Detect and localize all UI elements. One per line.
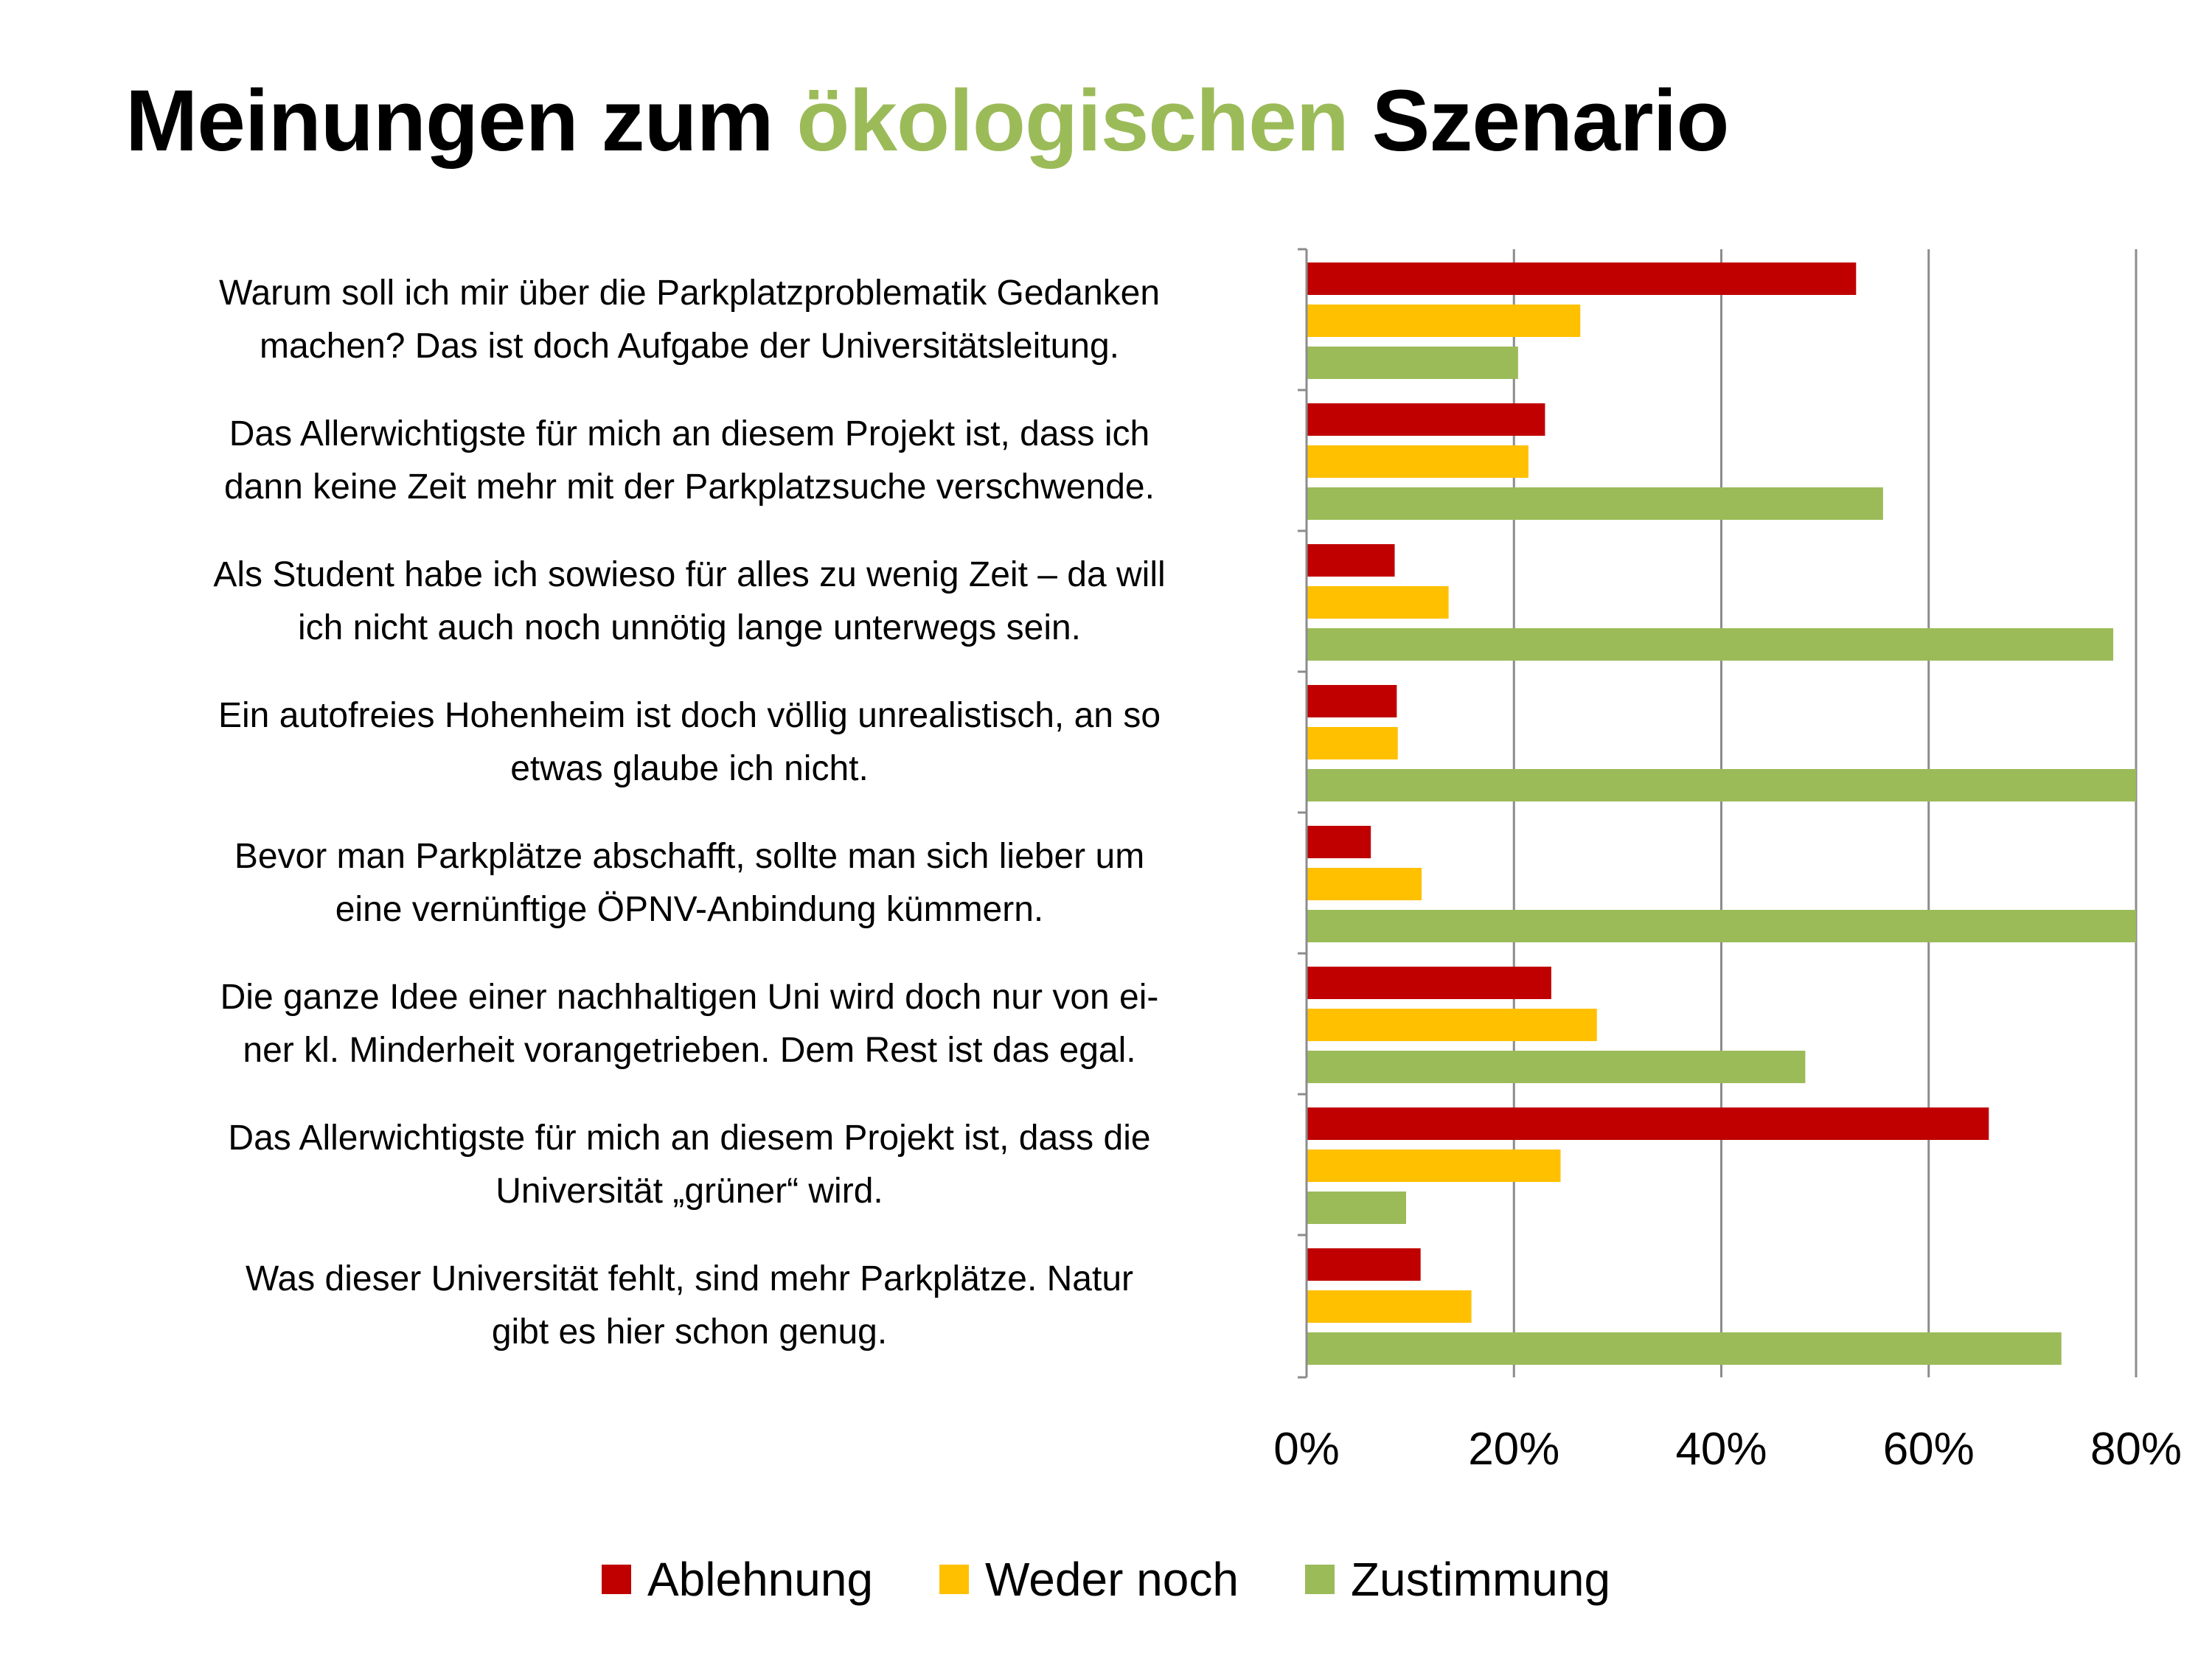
bar-ablehnung [1307,1107,1989,1140]
bar-ablehnung [1307,262,1857,295]
category-label-line: ich nicht auch noch unnötig lange unterw… [297,608,1082,647]
bar-ablehnung [1307,826,1371,858]
bar-zustimmung [1307,628,2114,661]
bar-weder-noch [1307,305,1581,337]
legend-item: Ablehnung [601,1552,874,1607]
category-label-line: Ein autofreies Hohenheim ist doch völlig… [218,696,1161,735]
category-label-line: Warum soll ich mir über die Parkplatzpro… [218,274,1161,313]
bar-weder-noch [1307,727,1398,759]
category-label-line: dann keine Zeit mehr mit der Parkplatzsu… [224,467,1155,507]
category-label-line: Die ganze Idee einer nachhaltigen Uni wi… [220,978,1159,1017]
bar-ablehnung [1307,403,1545,436]
category-label: Das Allerwichtigste für mich an diesem P… [114,408,1265,514]
bar-ablehnung [1307,967,1551,999]
x-tick-label: 20% [1468,1424,1560,1475]
bar-zustimmung [1307,910,2136,942]
bar-weder-noch [1307,586,1449,619]
category-label-line: ner kl. Minderheit vorangetrieben. Dem R… [243,1031,1136,1070]
bar-zustimmung [1307,1192,1406,1224]
legend: Ablehnung Weder noch Zustimmung [0,1552,2212,1607]
bar-weder-noch [1307,1150,1561,1182]
category-label-line: Bevor man Parkplätze abschafft, sollte m… [234,837,1145,876]
chart-title: Meinungen zum ökologischen Szenario [125,71,1730,171]
bar-zustimmung [1307,1332,2062,1365]
category-label: Das Allerwichtigste für mich an diesem P… [114,1112,1265,1218]
category-label-line: Als Student habe ich sowieso für alles z… [213,555,1166,594]
title-part-1: Meinungen zum [125,72,797,170]
category-label: Ein autofreies Hohenheim ist doch völlig… [114,689,1265,796]
category-label-line: Universität „grüner“ wird. [495,1172,883,1211]
category-label: Was dieser Universität fehlt, sind mehr … [114,1253,1265,1359]
category-label: Als Student habe ich sowieso für alles z… [114,549,1265,655]
gridlines [1512,249,2138,1377]
bars [1307,262,2136,1365]
title-part-3: Szenario [1348,72,1730,170]
category-label-line: machen? Das ist doch Aufgabe der Univers… [260,327,1119,366]
legend-label: Ablehnung [647,1553,874,1606]
bar-zustimmung [1307,347,1518,379]
category-label-line: Das Allerwichtigste für mich an diesem P… [228,1119,1151,1158]
category-label: Bevor man Parkplätze abschafft, sollte m… [114,830,1265,936]
legend-swatch [601,1565,631,1594]
legend-label: Zustimmung [1350,1553,1611,1606]
category-label: Die ganze Idee einer nachhaltigen Uni wi… [114,971,1265,1077]
bar-weder-noch [1307,1009,1597,1041]
bar-zustimmung [1307,1051,1806,1083]
x-tick-label: 0% [1273,1424,1340,1475]
category-label-line: eine vernünftige ÖPNV-Anbindung kümmern. [335,890,1044,929]
bar-ablehnung [1307,685,1397,717]
bar-weder-noch [1307,1290,1472,1323]
category-label-line: Was dieser Universität fehlt, sind mehr … [245,1259,1133,1298]
bar-ablehnung [1307,1248,1421,1281]
legend-label: Weder noch [985,1553,1239,1606]
legend-swatch [1304,1565,1335,1594]
x-tick-label: 60% [1882,1424,1975,1475]
axes [1298,248,1308,1379]
legend-item: Weder noch [939,1552,1239,1607]
bar-weder-noch [1307,445,1528,478]
bar-weder-noch [1307,868,1422,900]
legend-swatch [939,1565,970,1594]
x-tick-label: 40% [1675,1424,1767,1475]
category-label-line: Das Allerwichtigste für mich an diesem P… [229,414,1150,453]
bar-zustimmung [1307,769,2136,801]
x-tick-label: 80% [2090,1424,2183,1475]
category-label: Warum soll ich mir über die Parkplatzpro… [114,267,1265,373]
category-label-line: etwas glaube ich nicht. [510,749,869,788]
category-label-line: gibt es hier schon genug. [491,1312,888,1352]
title-accent-word: ökologischen [796,72,1349,170]
bar-zustimmung [1307,487,1883,520]
bar-ablehnung [1307,544,1395,577]
legend-item: Zustimmung [1304,1552,1611,1607]
